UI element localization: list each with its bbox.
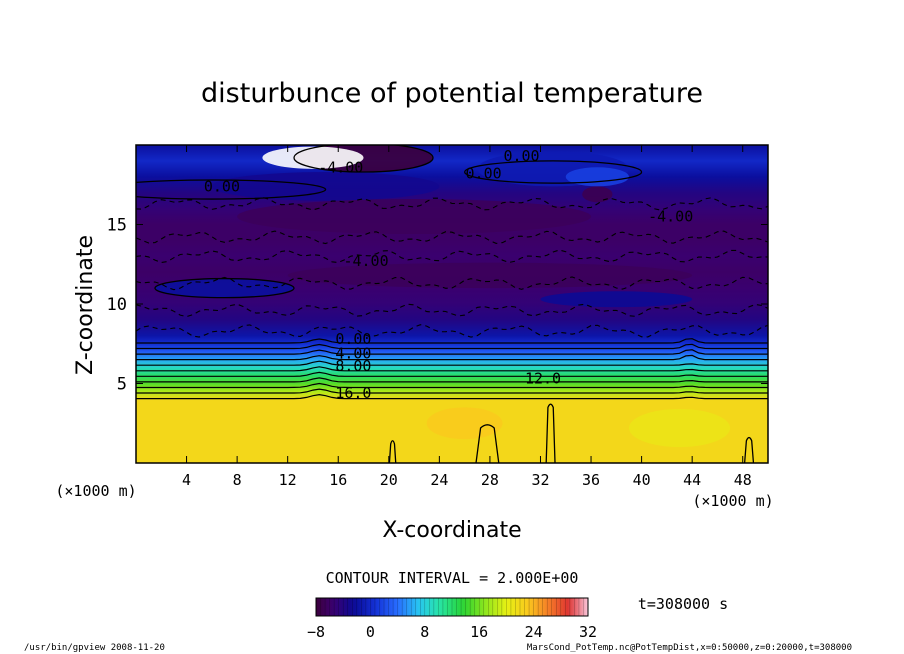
contour-line-surface <box>743 436 755 463</box>
contour-line-surface <box>475 424 500 463</box>
x-tick-label: 40 <box>633 471 651 489</box>
contour-line <box>136 371 768 377</box>
field-anomaly <box>237 199 592 235</box>
y-axis-label: Z-coordinate <box>73 235 98 375</box>
contour-line <box>136 360 768 366</box>
contour-line-negative <box>136 303 768 318</box>
field-anomaly <box>540 291 693 308</box>
contour-interval-label: CONTOUR INTERVAL = 2.000E+00 <box>326 569 579 587</box>
contour-line-negative <box>136 196 768 211</box>
x-unit-label-left: (×1000 m) <box>55 482 136 500</box>
contour-line-surface <box>388 440 397 463</box>
contour-line <box>136 343 768 350</box>
x-unit-label-right: (×1000 m) <box>692 492 773 510</box>
x-tick-label: 44 <box>683 471 701 489</box>
contour-label: 16.0 <box>335 384 371 402</box>
x-tick-label: 4 <box>182 471 191 489</box>
contour-label: 0.00 <box>335 330 371 348</box>
x-tick-label: 16 <box>329 471 347 489</box>
x-tick-label: 32 <box>531 471 549 489</box>
contour-line-negative <box>136 230 768 245</box>
contour-line-zero <box>136 179 327 200</box>
x-tick-label: 8 <box>233 471 242 489</box>
field-anomaly <box>628 408 731 448</box>
field-anomaly <box>287 262 693 289</box>
x-axis-label: X-coordinate <box>382 518 521 543</box>
x-tick-label: 12 <box>279 471 297 489</box>
contour-label: -4.00 <box>648 208 693 226</box>
contour-line-zero <box>154 277 295 299</box>
contour-line-negative <box>136 324 768 338</box>
chart-title: disturbunce of potential temperature <box>201 78 703 109</box>
contour-line-zero <box>293 145 434 173</box>
contour-line <box>136 388 768 394</box>
contour-line <box>136 366 768 372</box>
time-label: t=308000 s <box>638 595 728 613</box>
contour-line-surface <box>545 403 556 463</box>
field-anomaly <box>565 167 629 187</box>
colorbar <box>315 597 589 617</box>
colorbar-tick-label: 16 <box>470 623 488 641</box>
x-tick-label: 20 <box>380 471 398 489</box>
x-tick-label: 24 <box>430 471 448 489</box>
contour-line <box>136 377 768 383</box>
contour-label: 0.00 <box>466 165 502 183</box>
contour-line-negative <box>136 276 768 291</box>
contour-label: -4.00 <box>318 158 363 176</box>
x-tick-label: 36 <box>582 471 600 489</box>
field-anomaly <box>582 186 613 203</box>
contour-label: -4.00 <box>343 252 388 270</box>
contour-line <box>136 338 768 344</box>
plot-area <box>136 145 768 463</box>
x-tick-label: 28 <box>481 471 499 489</box>
contour-line <box>136 354 768 361</box>
colorbar-tick-label: 32 <box>579 623 597 641</box>
colorbar-tick-label: 8 <box>420 623 429 641</box>
x-tick-label: 48 <box>734 471 752 489</box>
field-anomaly <box>211 172 440 201</box>
contour-line-zero <box>463 160 643 184</box>
field-anomaly <box>262 146 364 169</box>
y-tick-label: 15 <box>107 216 127 236</box>
contour-line <box>136 382 768 389</box>
contour-label: 0.00 <box>204 177 240 195</box>
contour-label: 12.0 <box>525 370 561 388</box>
contour-line <box>136 349 768 355</box>
colorbar-tick-label: 0 <box>366 623 375 641</box>
footer-left: /usr/bin/gpview 2008-11-20 <box>24 643 165 653</box>
colorbar-tick-label: −8 <box>307 623 325 641</box>
footer-right: MarsCond_PotTemp.nc@PotTempDist,x=0:5000… <box>527 643 852 653</box>
contour-label: 8.00 <box>335 357 371 375</box>
field-anomaly <box>426 407 503 440</box>
colorbar-tick-label: 24 <box>525 623 543 641</box>
contour-label: 4.00 <box>335 344 371 362</box>
contour-line-negative <box>136 249 768 264</box>
y-tick-label: 5 <box>117 375 127 395</box>
contour-label: 0.00 <box>503 147 539 165</box>
contour-line <box>136 393 768 400</box>
y-tick-label: 10 <box>107 295 127 315</box>
